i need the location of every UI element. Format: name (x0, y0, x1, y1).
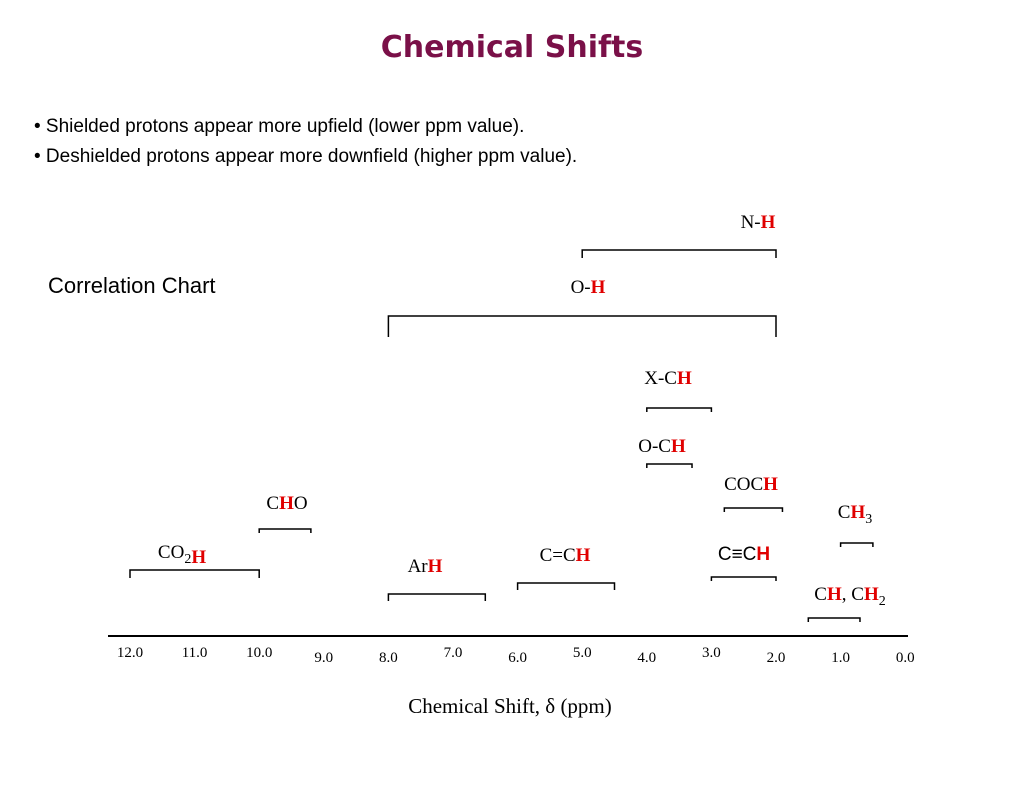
range-bracket-arh (387, 593, 487, 601)
range-bracket-cho (258, 528, 312, 533)
range-bracket-co2h (129, 569, 260, 578)
tick-label: 4.0 (637, 650, 656, 666)
range-label-cho: CHO (266, 493, 307, 514)
range-label-xch: X-CH (644, 368, 692, 389)
range-label-ch3: CH3 (838, 502, 872, 527)
tick-label: 12.0 (117, 645, 143, 661)
range-bracket-oh (387, 315, 777, 337)
axis-tick-labels: 12.0 11.0 10.0 9.0 8.0 7.0 6.0 5.0 4.0 3.0 2.0 1.0 0… (117, 645, 915, 666)
chart-subtitle: Correlation Chart (48, 273, 216, 298)
range-label-arh: ArH (408, 556, 443, 577)
range-bracket-xch (646, 407, 713, 412)
tick-label: 11.0 (182, 645, 208, 661)
range-bracket-coch (723, 507, 784, 512)
range-bracket-chch2 (807, 617, 861, 622)
tick-label: 7.0 (444, 645, 463, 661)
tick-label: 3.0 (702, 645, 721, 661)
range-label-nh: N-H (741, 212, 776, 233)
range-bracket-alkyne (710, 576, 777, 581)
tick-label: 1.0 (831, 650, 850, 666)
bullet-deshielded: • Deshielded protons appear more downfie… (34, 146, 578, 167)
tick-label: 9.0 (314, 650, 333, 666)
bullet-shielded: • Shielded protons appear more upfield (… (34, 116, 525, 137)
range-label-oh: O-H (571, 277, 606, 298)
range-label-cch: C=CH (540, 545, 591, 566)
range-label-coch: COCH (724, 474, 778, 495)
range-label-chch2: CH, CH2 (814, 584, 885, 609)
tick-label: 2.0 (767, 650, 786, 666)
tick-label: 6.0 (508, 650, 527, 666)
range-bracket-ch3 (839, 542, 874, 547)
tick-label: 5.0 (573, 645, 592, 661)
range-bracket-och (646, 463, 693, 468)
range-bracket-nh (581, 249, 777, 258)
tick-label: 0.0 (896, 650, 915, 666)
page-title: Chemical Shifts (380, 30, 644, 65)
range-label-och: O-CH (638, 436, 686, 457)
tick-label: 8.0 (379, 650, 398, 666)
range-bracket-cch (516, 582, 616, 590)
range-label-co2h: CO2H (158, 542, 206, 568)
axis-title: Chemical Shift, δ (ppm) (408, 694, 612, 718)
shift-ranges: N-H O-H X-CH O-CH COCH CHO CH3 CO2H ArH C=CH C≡CH C… (129, 212, 886, 622)
range-label-alkyne: C≡CH (718, 544, 770, 565)
tick-label: 10.0 (246, 645, 272, 661)
